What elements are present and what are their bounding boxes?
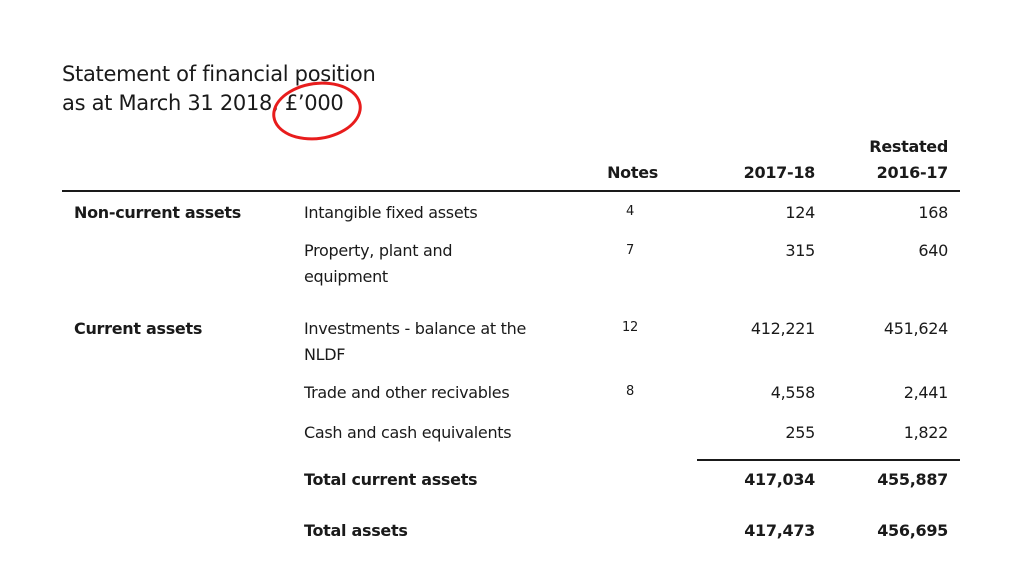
- row-current-year: 255: [785, 423, 815, 442]
- title-line-1: Statement of financial position: [62, 62, 376, 86]
- header-prior-year-restated: Restated: [869, 137, 948, 156]
- subtotal-rule: [697, 459, 960, 461]
- header-prior-year: 2016-17: [876, 163, 949, 182]
- row-item-label: Investments - balance at the: [304, 319, 527, 338]
- row-item-label: Intangible fixed assets: [304, 203, 478, 222]
- row-item-label-cont: NLDF: [304, 345, 346, 364]
- row-prior-year: 168: [918, 203, 948, 222]
- row-prior-year: 2,441: [903, 383, 949, 402]
- row-item-label: Trade and other recivables: [304, 383, 510, 402]
- row-prior-year: 1,822: [903, 423, 949, 442]
- row-current-year: 412,221: [750, 319, 815, 338]
- row-item-label: Property, plant and: [304, 241, 453, 260]
- row-current-year: 4,558: [770, 383, 816, 402]
- header-notes: Notes: [607, 163, 658, 182]
- total-current-assets-label: Total current assets: [304, 470, 478, 489]
- total-assets-current-year: 417,473: [744, 521, 815, 540]
- statement-title: Statement of financial position as at Ma…: [62, 60, 376, 118]
- total-current-assets-current-year: 417,034: [744, 470, 815, 489]
- title-line-2: as at March 31 2018, £’000: [62, 91, 344, 115]
- row-current-year: 124: [785, 203, 815, 222]
- row-prior-year: 451,624: [883, 319, 948, 338]
- row-current-year: 315: [785, 241, 815, 260]
- row-note: 8: [626, 384, 634, 399]
- header-rule: [62, 190, 960, 192]
- row-item-label-cont: equipment: [304, 267, 388, 286]
- section-non-current-assets: Non-current assets: [74, 203, 241, 222]
- row-note: 4: [626, 204, 634, 219]
- total-assets-prior-year: 456,695: [877, 521, 948, 540]
- header-current-year: 2017-18: [743, 163, 816, 182]
- row-note: 7: [626, 243, 634, 258]
- row-prior-year: 640: [918, 241, 948, 260]
- total-assets-label: Total assets: [304, 521, 408, 540]
- row-item-label: Cash and cash equivalents: [304, 423, 512, 442]
- section-current-assets: Current assets: [74, 319, 203, 338]
- row-note: 12: [622, 320, 638, 335]
- total-current-assets-prior-year: 455,887: [877, 470, 948, 489]
